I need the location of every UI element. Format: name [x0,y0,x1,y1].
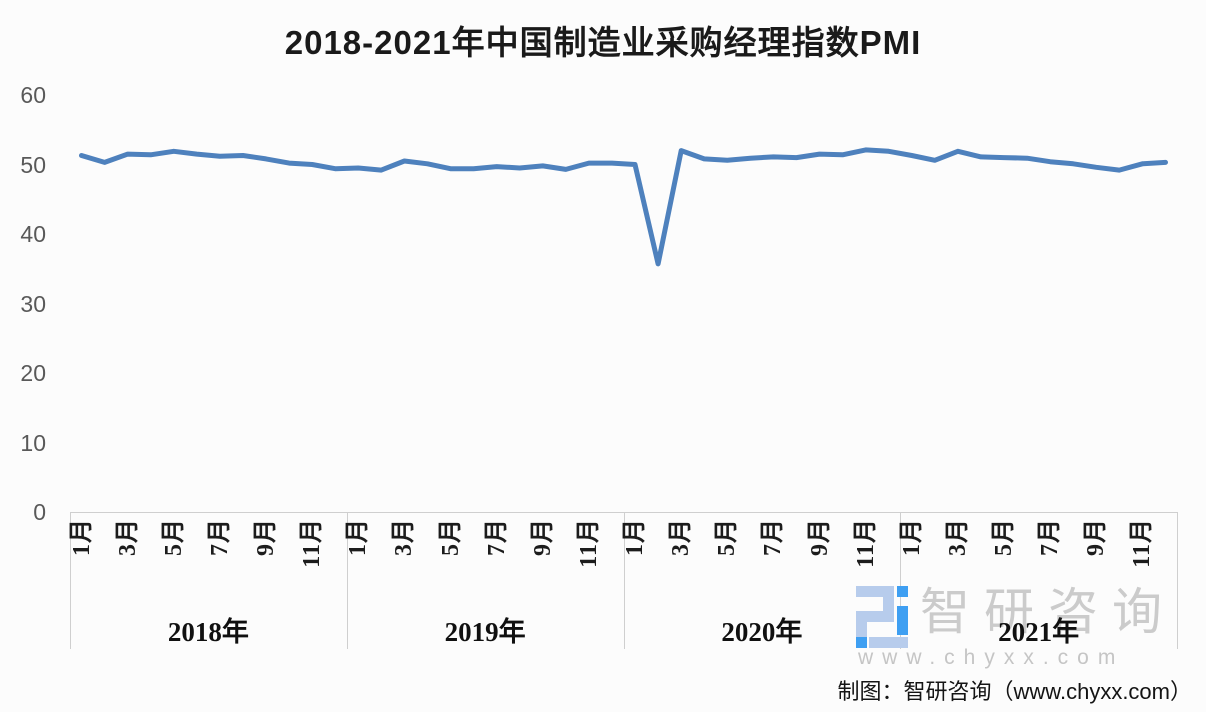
month-tick-label: 1月 [68,518,95,556]
year-separator-line [346,512,348,649]
zhiyan-logo-icon [856,586,908,648]
month-tick-label: 3月 [391,518,418,556]
month-tick-label: 5月 [991,518,1018,556]
year-separator-line [70,512,71,649]
logo-accent-blocks [856,586,908,648]
month-tick-label: 11月 [299,518,326,568]
year-label: 2018年 [167,617,249,647]
y-tick-label: 60 [20,82,46,108]
month-tick-label: 9月 [1083,518,1110,556]
watermark: 智研咨询 www.chyxx.com [856,584,1196,674]
month-tick-label: 1月 [622,518,649,556]
month-tick-label: 5月 [437,518,464,556]
month-tick-label: 9月 [806,518,833,556]
month-tick-label: 9月 [253,518,280,556]
y-tick-label: 50 [20,151,46,178]
footer-credit: 制图：智研咨询（www.chyxx.com） [837,679,1192,704]
y-tick-label: 30 [20,290,46,317]
month-tick-label: 1月 [898,518,925,556]
y-tick-label: 20 [20,360,46,386]
year-separator-line [1177,512,1178,649]
month-tick-label: 5月 [160,518,187,556]
y-tick-label: 0 [33,499,46,525]
watermark-url-text: www.chyxx.com [858,646,1125,669]
month-tick-label: 11月 [852,518,879,568]
month-tick-label: 1月 [345,518,372,556]
month-tick-label: 11月 [575,518,602,568]
month-tick-label: 7月 [483,518,510,556]
year-label: 2020年 [721,617,803,647]
logo-light-blocks [856,586,908,648]
month-tick-label: 9月 [529,518,556,556]
year-label: 2021年 [998,617,1080,647]
month-tick-label: 3月 [114,518,141,556]
month-tick-label: 11月 [1129,518,1156,568]
month-tick-label: 3月 [944,518,971,556]
chart-title: 2018-2021年中国制造业采购经理指数PMI [284,24,922,61]
month-tick-label: 7月 [206,518,233,556]
month-tick-label: 7月 [1037,518,1064,556]
month-tick-label: 7月 [760,518,787,556]
y-tick-label: 10 [20,429,46,456]
month-tick-label: 5月 [714,518,741,556]
month-tick-label: 3月 [668,518,695,556]
y-tick-label: 40 [20,221,46,247]
watermark-brand-text: 智研咨询 [920,584,1176,640]
year-label: 2019年 [444,617,526,647]
year-separator-line [623,512,625,649]
year-separator-line [900,512,902,649]
pmi-series-line [79,147,1168,267]
